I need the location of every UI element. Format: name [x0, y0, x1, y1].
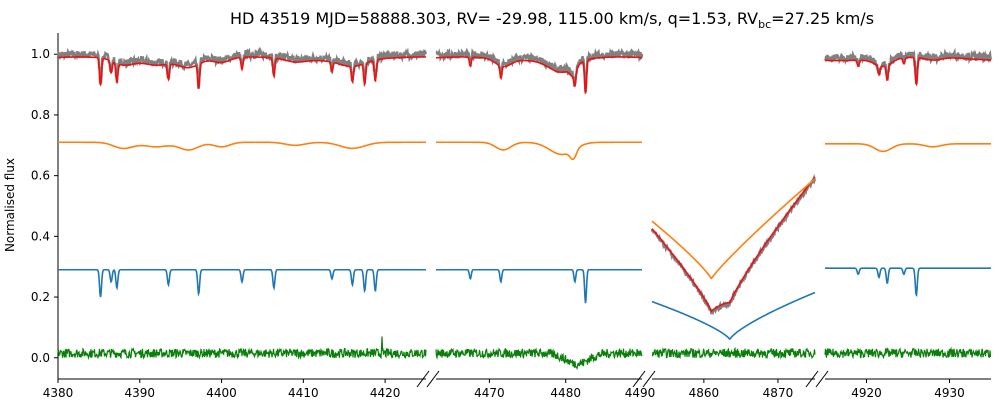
panel-2: 4470 4480 — [435, 47, 644, 400]
secondary-component-line — [825, 267, 991, 298]
y-tick-label: 0.2 — [31, 290, 50, 304]
x-tick-label: 4930 — [934, 386, 965, 400]
y-tick-label: 0.0 — [31, 351, 50, 365]
panel-4: 4920 4930 — [824, 47, 993, 400]
x-tick-label: 4920 — [851, 386, 882, 400]
primary-component-line — [825, 142, 991, 153]
x-tick-label: 4420 — [370, 386, 401, 400]
axis-break-mark — [642, 370, 656, 388]
primary-component-line — [436, 141, 642, 161]
primary-component-line — [651, 178, 816, 280]
observed-spectrum-line — [650, 173, 817, 316]
axis-break-mark — [416, 370, 430, 388]
secondary-component-line — [58, 268, 426, 298]
x-tick-label: 4400 — [206, 386, 237, 400]
x-tick-label: 4480 — [550, 386, 581, 400]
axis-break-mark — [426, 370, 440, 388]
y-tick-label: 1.0 — [31, 47, 50, 61]
model-spectrum-line — [824, 56, 992, 87]
primary-component-line — [58, 141, 426, 151]
x-tick-label: 4410 — [288, 386, 319, 400]
residual-line — [435, 347, 643, 371]
model-spectrum-line — [57, 56, 427, 89]
y-tick-label: 0.6 — [31, 169, 50, 183]
chart-panels: 0.0 0.2 0.4 0.6 0.8 1.0 4380 4390 4400 4410 4420 44… — [31, 33, 993, 400]
x-tick-label: 4870 — [763, 386, 794, 400]
x-tick-label: 4470 — [474, 386, 505, 400]
residual-line — [824, 346, 992, 360]
break-tick-label: 4490 — [625, 386, 656, 400]
y-axis-label: Normalised flux — [3, 158, 17, 252]
panel-3: 4860 4870 — [650, 173, 817, 400]
axis-break-mark — [805, 370, 819, 388]
secondary-component-line — [651, 291, 816, 340]
residual-line — [57, 336, 427, 360]
axis-break-mark — [815, 370, 829, 388]
y-tick-label: 0.4 — [31, 229, 50, 243]
chart-title: HD 43519 MJD=58888.303, RV= -29.98, 115.… — [230, 9, 874, 31]
model-spectrum-line — [435, 56, 643, 94]
x-tick-label: 4390 — [125, 386, 156, 400]
axis-break-mark — [632, 370, 646, 388]
model-spectrum-line — [651, 176, 816, 313]
x-tick-label: 4380 — [43, 386, 74, 400]
x-tick-label: 4860 — [689, 386, 720, 400]
panel-1: 4380 4390 4400 4410 4420 — [43, 46, 428, 400]
residual-line — [651, 346, 816, 360]
observed-spectrum-line — [824, 47, 993, 85]
y-tick-label: 0.8 — [31, 108, 50, 122]
secondary-component-line — [436, 268, 642, 304]
